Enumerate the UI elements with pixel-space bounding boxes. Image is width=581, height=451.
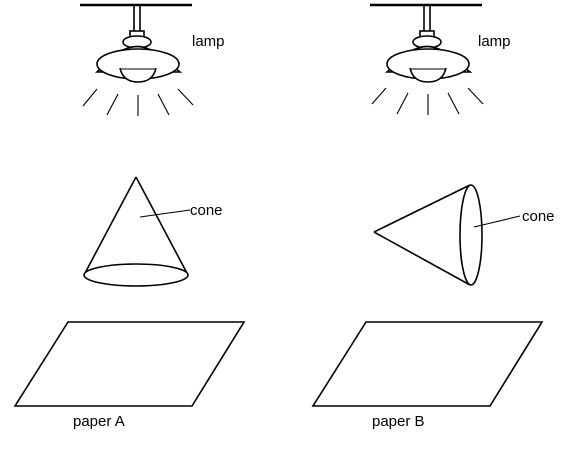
cone-b-label: cone: [522, 208, 555, 225]
cone-b-top-edge: [373, 184, 471, 233]
paper-a: paper A: [13, 321, 246, 430]
cone-b-base: [459, 184, 483, 286]
light-rays-a: [82, 88, 194, 116]
light-ray: [82, 88, 98, 107]
lamp-b: lamp: [370, 3, 511, 115]
cone-a-leader-line: [139, 209, 191, 218]
light-ray: [157, 93, 170, 116]
paper-b-label: paper B: [372, 413, 425, 430]
light-ray: [396, 92, 409, 115]
cone-b-leader-line: [473, 215, 521, 228]
paper-b: paper B: [311, 321, 544, 430]
cone-a: cone: [83, 176, 223, 287]
lamp-a-label: lamp: [192, 33, 225, 50]
light-ray: [177, 88, 194, 106]
cone-b-bottom-edge: [373, 231, 471, 286]
light-rays-b: [371, 87, 484, 115]
cone-b: cone: [373, 184, 555, 286]
light-ray: [106, 93, 119, 116]
lamp-bulb-b: [409, 67, 447, 83]
paper-b-sheet: [311, 321, 544, 407]
cone-a-right-edge: [135, 176, 189, 276]
paper-a-sheet: [13, 321, 246, 407]
lamp-b-label: lamp: [478, 33, 511, 50]
lamp-a: lamp: [80, 3, 225, 116]
cone-a-base: [83, 263, 189, 287]
light-ray: [467, 87, 484, 105]
lamp-bulb-a: [119, 67, 157, 83]
light-ray: [371, 87, 387, 105]
cone-a-left-edge: [83, 176, 137, 276]
cone-a-label: cone: [190, 202, 223, 219]
light-ray: [447, 92, 460, 115]
paper-a-label: paper A: [73, 413, 125, 430]
